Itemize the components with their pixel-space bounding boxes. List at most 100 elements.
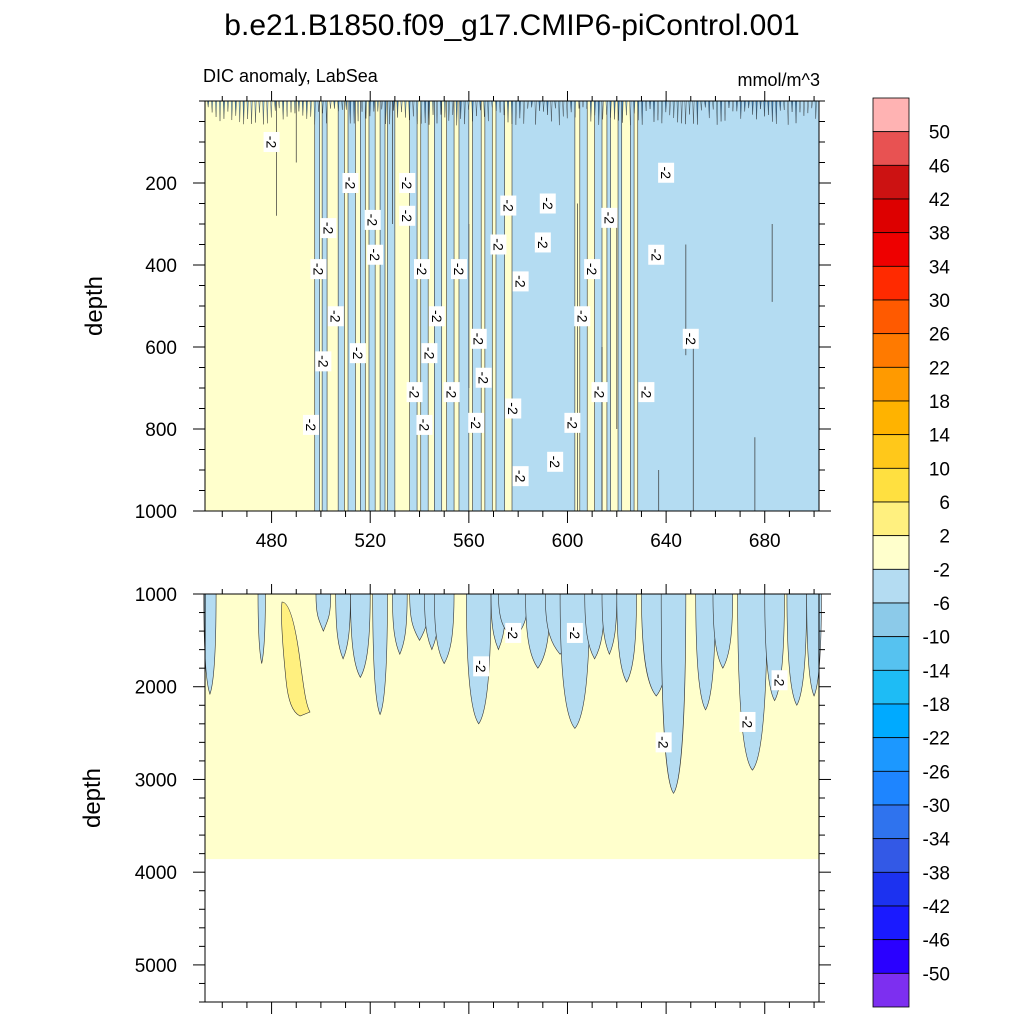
contour-label-text: -2 — [584, 263, 600, 276]
contour-label-text: -2 — [739, 716, 755, 729]
contour-label-box — [413, 259, 430, 280]
contour-label-text: -2 — [471, 333, 487, 346]
contour-label-text: -2 — [535, 236, 551, 249]
colorbar-label: 22 — [929, 358, 950, 379]
contour-label-box — [416, 414, 433, 435]
upper-contour-label: -2 — [475, 367, 492, 388]
lower-contour-label: -2 — [505, 622, 522, 643]
contour-label-box — [367, 244, 384, 265]
upper-y-tick-label: 200 — [145, 174, 177, 195]
contour-label-text: -2 — [513, 275, 529, 288]
colorbar-box — [872, 232, 910, 267]
upper-negative-band — [379, 100, 386, 512]
upper-x-tick-label: 520 — [354, 531, 386, 552]
contour-label-text: -2 — [540, 197, 556, 210]
lower-panel: -2 -2 -2 -2 -2 -2 1000 2000 3000 4000 5000 depth — [79, 584, 831, 1014]
contour-label-text: -2 — [367, 249, 383, 262]
upper-contour-label: -2 — [638, 382, 655, 403]
lower-negative-tongue — [203, 593, 217, 696]
colorbar-box — [872, 871, 910, 907]
colorbar-label: 2 — [939, 527, 950, 548]
colorbar-box — [872, 905, 910, 941]
lower-y-tick-label: 5000 — [135, 956, 177, 977]
colorbar-label: 46 — [929, 156, 950, 177]
upper-axis-ticks: 480 520 560 600 640 680 200 400 600 800 1000 — [135, 91, 831, 552]
chart-subtitle: DIC anomaly, LabSea — [203, 66, 379, 86]
upper-contour-label: -2 — [500, 195, 517, 216]
upper-contour-label: -2 — [505, 398, 522, 419]
upper-contour-label: -2 — [574, 306, 591, 327]
upper-negative-band — [337, 100, 345, 512]
contour-label-box — [601, 207, 618, 228]
lower-contour-labels: -2 -2 -2 -2 -2 -2 — [473, 622, 788, 753]
contour-label-box — [310, 259, 327, 280]
upper-contour-label: -2 — [584, 259, 601, 280]
contour-label-text: -2 — [350, 347, 366, 360]
colorbar-label: -10 — [923, 628, 950, 649]
contour-label-box — [450, 259, 467, 280]
upper-contour-label: -2 — [682, 328, 699, 349]
colorbar-box — [872, 366, 910, 402]
upper-contour-label: -2 — [443, 382, 460, 403]
colorbar-label: 26 — [929, 325, 950, 346]
lower-negative-tongue — [786, 593, 807, 706]
colorbar-box — [872, 804, 910, 840]
contour-label-box — [591, 382, 608, 403]
contour-label-text: -2 — [638, 386, 654, 399]
upper-y-tick-label: 400 — [145, 256, 177, 277]
upper-contour-label: -2 — [320, 218, 337, 239]
colorbar-label: -46 — [923, 931, 950, 952]
lower-y-tick-label: 4000 — [135, 863, 177, 884]
colorbar-label: 38 — [929, 224, 950, 245]
upper-contour-label: -2 — [327, 306, 344, 327]
upper-negative-band — [347, 100, 356, 512]
contour-label-box — [303, 414, 320, 435]
contour-label-text: -2 — [468, 417, 484, 430]
contour-label-text: -2 — [444, 386, 460, 399]
upper-y-axis-label: depth — [81, 276, 108, 336]
colorbar-box — [872, 299, 910, 335]
colorbar-label: 18 — [929, 392, 950, 413]
contour-label-box — [349, 343, 366, 364]
upper-negative-band — [420, 100, 429, 512]
upper-negative-band — [630, 100, 635, 512]
lower-negative-tongue — [806, 593, 822, 697]
contour-label-box — [490, 234, 507, 255]
lower-negative-tongue — [335, 593, 351, 660]
colorbar-box — [872, 703, 910, 739]
contour-label-box — [399, 173, 416, 193]
upper-negative-band — [321, 100, 328, 512]
contour-label-text: -2 — [547, 456, 563, 469]
contour-label-text: -2 — [303, 419, 319, 432]
contour-label-text: -2 — [564, 417, 580, 430]
contour-label-box — [512, 271, 529, 292]
upper-negative-band — [484, 100, 493, 512]
upper-x-tick-label: 560 — [453, 531, 485, 552]
contour-label-text: -2 — [421, 347, 437, 360]
colorbar-box — [872, 467, 910, 503]
upper-contour-label: -2 — [547, 451, 564, 472]
colorbar-label: -34 — [923, 830, 951, 851]
contour-label-text: -2 — [328, 310, 344, 323]
contour-label-box — [342, 173, 359, 193]
upper-x-tick-label: 600 — [552, 531, 584, 552]
contour-label-box — [315, 351, 332, 372]
upper-contour-label: -2 — [539, 193, 556, 214]
upper-contour-label: -2 — [303, 414, 320, 435]
colorbar-box — [872, 636, 910, 671]
upper-contour-label: -2 — [349, 343, 366, 364]
colorbar-label: 14 — [929, 426, 951, 447]
colorbar-label: -38 — [923, 863, 950, 884]
lower-negative-tongue — [392, 593, 408, 656]
contour-label-text: -2 — [656, 736, 672, 749]
lower-negative-tongue — [257, 593, 266, 664]
upper-contour-label: -2 — [601, 207, 618, 228]
colorbar-box — [872, 669, 910, 705]
contour-label-box — [406, 382, 423, 403]
contour-label-text: -2 — [264, 136, 280, 149]
upper-contour-label: -2 — [315, 351, 332, 372]
contour-label-text: -2 — [342, 177, 358, 190]
colorbar-box — [872, 535, 910, 570]
upper-contour-label: -2 — [512, 466, 529, 487]
